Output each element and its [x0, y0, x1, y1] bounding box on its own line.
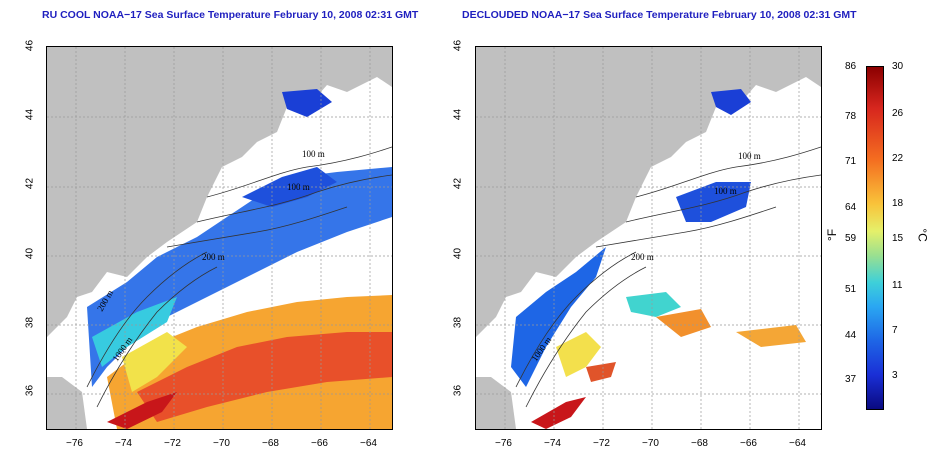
land-mass: [47, 47, 392, 337]
yellow-transition: [122, 332, 187, 392]
x-tick: −68: [262, 438, 279, 449]
y-tick-44: 44: [452, 108, 464, 121]
x-tick: −72: [593, 438, 610, 449]
y-tick-40: 40: [452, 247, 464, 260]
y-tick-46: 46: [24, 39, 36, 52]
c-tick: 3: [892, 370, 898, 381]
c-tick: 15: [892, 233, 904, 244]
contour-label-1: 100 m: [302, 149, 325, 159]
cyan-transition: [92, 297, 177, 367]
x-tick: −76: [66, 438, 83, 449]
x-tick: −66: [311, 438, 328, 449]
x-tick: −74: [544, 438, 561, 449]
orange-patch-2: [736, 325, 806, 347]
c-tick: 30: [892, 61, 904, 72]
f-tick: 51: [845, 284, 857, 295]
y-tick-42: 42: [452, 177, 464, 190]
warm-core: [137, 332, 392, 422]
right-panel-title: DECLOUDED NOAA−17 Sea Surface Temperatur…: [462, 9, 857, 21]
cyan-patch: [626, 292, 681, 317]
c-tick: 26: [892, 108, 904, 119]
fahrenheit-unit: °F: [825, 228, 840, 242]
y-tick-36: 36: [452, 384, 464, 397]
x-tick: −74: [115, 438, 132, 449]
y-tick-46: 46: [452, 39, 464, 52]
x-tick: −68: [691, 438, 708, 449]
left-panel-title: RU COOL NOAA−17 Sea Surface Temperature …: [42, 9, 419, 21]
yellow-patch: [556, 332, 601, 377]
left-map-svg: 100 m 100 m 200 m 200 m 1000 m: [47, 47, 392, 429]
celsius-unit: °C: [915, 228, 930, 242]
f-tick: 59: [845, 233, 857, 244]
x-tick: −76: [495, 438, 512, 449]
x-tick: −64: [360, 438, 377, 449]
f-tick: 37: [845, 374, 857, 385]
f-tick: 78: [845, 111, 857, 122]
gulf-stream-red: [531, 397, 586, 429]
lat-lon-grid: [47, 47, 392, 429]
right-map-svg: 100 m 100 m 200 m 1000 m: [476, 47, 821, 429]
y-tick-44: 44: [24, 108, 36, 121]
y-tick-38: 38: [452, 316, 464, 329]
f-tick: 71: [845, 156, 857, 167]
cold-water: [87, 167, 392, 387]
x-tick: −64: [789, 438, 806, 449]
f-tick: 86: [845, 61, 857, 72]
orange-patch-1: [656, 309, 711, 337]
contour-label-2: 100 m: [714, 186, 737, 196]
gulf-of-maine-cold: [242, 167, 337, 207]
lat-lon-grid: [476, 47, 821, 429]
c-tick: 7: [892, 325, 898, 336]
contour-label-3: 200 m: [631, 252, 654, 262]
f-tick: 64: [845, 202, 857, 213]
x-tick: −70: [213, 438, 230, 449]
c-tick: 22: [892, 153, 904, 164]
fundy-patch: [711, 89, 751, 115]
bathymetry-contours: [515, 146, 821, 408]
x-tick: −72: [164, 438, 181, 449]
contour-label-2: 100 m: [287, 182, 310, 192]
f-tick: 44: [845, 330, 857, 341]
c-tick: 11: [892, 280, 903, 291]
x-tick: −70: [642, 438, 659, 449]
c-tick: 18: [892, 198, 904, 209]
x-tick: −66: [740, 438, 757, 449]
land-south: [476, 377, 516, 429]
red-patch: [586, 362, 616, 382]
contour-label-1: 100 m: [738, 151, 761, 161]
land-mass: [476, 47, 821, 337]
y-tick-36: 36: [24, 384, 36, 397]
left-sst-map: 100 m 100 m 200 m 200 m 1000 m: [46, 46, 393, 430]
y-tick-38: 38: [24, 316, 36, 329]
bay-of-fundy-cold: [282, 89, 332, 117]
y-tick-42: 42: [24, 177, 36, 190]
land-south: [47, 377, 87, 429]
contour-label-3: 200 m: [202, 252, 225, 262]
temperature-colorbar: [866, 66, 884, 410]
y-tick-40: 40: [24, 247, 36, 260]
bathymetry-contours: [86, 146, 392, 408]
gulf-stream-red: [107, 392, 177, 429]
right-sst-map: 100 m 100 m 200 m 1000 m: [475, 46, 822, 430]
